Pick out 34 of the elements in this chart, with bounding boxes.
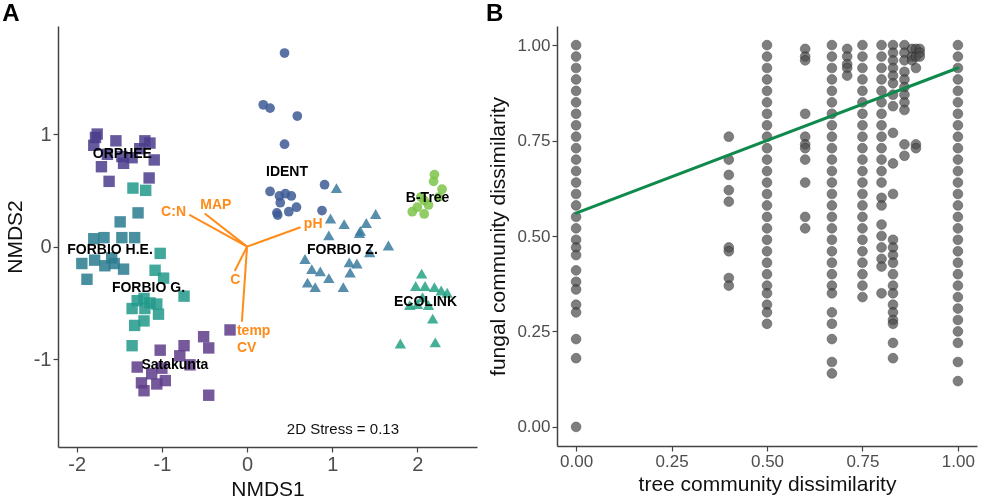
series-label: MAP — [200, 195, 232, 212]
x-tick-label: 1 — [327, 452, 339, 475]
x-tick-label: -2 — [68, 452, 87, 475]
x-tick-label: 0.50 — [750, 451, 785, 471]
y-tick-label: 0.25 — [517, 321, 551, 341]
series-label: C — [230, 271, 241, 288]
x-tick-label: 0.75 — [846, 451, 880, 471]
series-label: pH — [303, 215, 323, 232]
series-label: temp CV — [236, 321, 271, 355]
y-tick-label: 1.00 — [517, 35, 551, 55]
y-tick-label: 0.00 — [517, 417, 551, 437]
series-label: IDENT — [266, 162, 309, 179]
y-axis-title: fungal community dissimilarity — [486, 96, 510, 376]
y-tick-label: 0 — [40, 235, 52, 258]
series-label: FORBIO Z. — [307, 240, 378, 257]
y-tick-label: 1 — [40, 122, 52, 145]
x-axis-title: tree community dissimilarity — [638, 471, 897, 495]
annotation: 2D Stress = 0.13 — [286, 420, 399, 437]
chart-title: B — [485, 0, 504, 26]
series-label: C:N — [161, 203, 186, 220]
series-label: FORBIO H.E. — [67, 240, 153, 257]
y-tick-label: 0.75 — [517, 131, 551, 151]
chart-title: A — [2, 0, 20, 26]
x-axis-title: NMDS1 — [231, 476, 305, 498]
x-tick-label: 0.25 — [655, 451, 689, 471]
y-tick-label: -1 — [33, 347, 52, 370]
y-tick-label: 0.50 — [517, 226, 551, 246]
y-axis-title: NMDS2 — [2, 200, 26, 274]
x-tick-label: 0 — [242, 452, 254, 475]
x-tick-label: 1.00 — [941, 451, 975, 471]
x-tick-label: -1 — [153, 452, 172, 475]
x-tick-label: 2 — [412, 452, 424, 475]
series-label: FORBIO G. — [111, 278, 186, 295]
x-tick-label: 0.00 — [560, 451, 594, 471]
